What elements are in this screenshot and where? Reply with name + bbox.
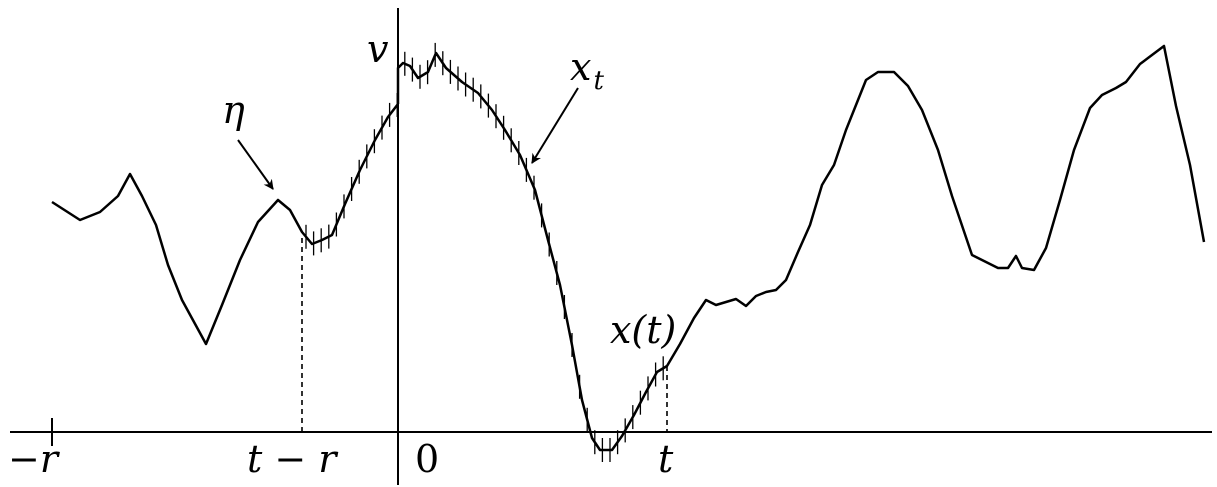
label-x_t-subscript: t xyxy=(593,66,604,96)
label-zero: 0 xyxy=(415,437,439,481)
label-x-of-t: x(t) xyxy=(610,308,676,352)
label-t: t xyxy=(658,437,674,481)
label-minus-r: −r xyxy=(8,437,61,481)
label-x_t-base: x xyxy=(570,45,591,89)
solution-x-curve xyxy=(396,44,1206,452)
label-eta: η xyxy=(222,88,245,132)
label-v: v xyxy=(367,27,389,71)
initial-function-eta-curve xyxy=(51,103,399,346)
label-t-minus-r: t − r xyxy=(247,437,339,481)
segment-x_t-hatch-marks xyxy=(305,42,664,462)
x_t-pointer-arrow xyxy=(531,87,579,164)
label-x_t: xt xyxy=(570,45,604,96)
eta-pointer-arrow xyxy=(237,139,274,190)
